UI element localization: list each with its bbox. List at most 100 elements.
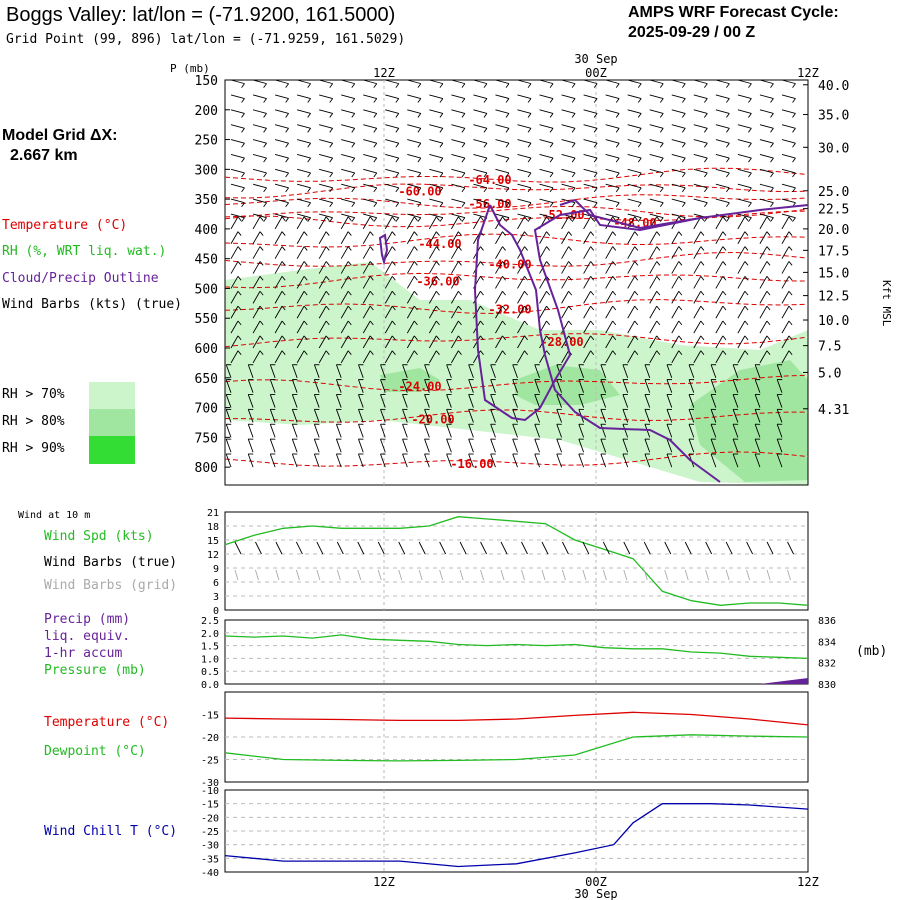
xs-wind-barb <box>627 261 636 274</box>
xs-wind-barb-flag <box>770 83 774 88</box>
xs-wind-barb <box>627 168 642 174</box>
xs-wind-barb-flag <box>369 305 374 311</box>
xs-wind-barb <box>274 231 283 245</box>
xs-wind-barb <box>759 231 768 245</box>
xs-wind-barb <box>341 198 355 204</box>
xs-wind-barb <box>732 438 739 453</box>
xs-wind-barb <box>385 79 399 85</box>
wind10m-grid-barb <box>684 569 689 581</box>
wind10m-true-barb <box>357 541 365 555</box>
xs-wind-barb <box>230 124 245 129</box>
xs-wind-barb-flag <box>483 128 488 133</box>
xs-wind-barb <box>490 409 496 423</box>
xs-wind-barb-flag <box>395 98 400 103</box>
xs-wind-barb <box>583 216 592 230</box>
xs-kft-tick: 17.5 <box>818 244 849 259</box>
xs-wind-barb <box>776 438 783 453</box>
xs-wind-barb <box>490 364 496 378</box>
wind10m-grid-barb <box>746 569 751 581</box>
xs-wind-barb <box>495 261 503 274</box>
xs-wind-barb <box>561 261 569 274</box>
xs-wind-barb <box>269 394 276 408</box>
xs-wind-barb <box>578 364 585 378</box>
xs-kft-tick: 30.0 <box>818 141 849 156</box>
xs-wind-barb <box>627 109 642 114</box>
xs-wind-barb <box>385 109 399 114</box>
cloud-outline-path <box>378 233 389 266</box>
xs-wind-barb-flag <box>351 157 356 163</box>
xs-wind-barb-flag <box>502 276 506 281</box>
xs-wind-barb-flag <box>480 246 484 251</box>
xs-wind-barb <box>715 154 730 159</box>
wind-panel-tick: 0 <box>213 606 219 617</box>
xs-wind-barb <box>274 139 289 144</box>
xs-wind-barb <box>781 290 790 304</box>
xs-wind-barb <box>737 154 752 159</box>
xs-wind-barb <box>230 320 239 334</box>
xs-wind-barb <box>561 246 569 259</box>
pressure-unit: (mb) <box>856 644 888 659</box>
xs-wind-barb-flag <box>524 290 528 296</box>
xs-wind-barb <box>759 246 768 259</box>
xs-kft-tick: 25.0 <box>818 185 849 200</box>
xs-wind-barb <box>252 261 261 274</box>
xs-wind-barb-flag <box>369 320 374 326</box>
xs-wind-barb <box>781 320 790 334</box>
xs-wind-barb-flag <box>546 305 551 311</box>
xs-wind-barb-flag <box>241 98 245 103</box>
xs-wind-barb-flag <box>458 320 462 326</box>
xs-wind-barb-flag <box>722 261 727 266</box>
xs-pressure-tick: 500 <box>195 282 218 297</box>
xs-wind-barb-flag <box>281 305 286 311</box>
xs-wind-barb <box>362 350 371 364</box>
wind10m-true-barb <box>316 541 324 555</box>
xs-wind-barb-flag <box>659 113 664 118</box>
precip-label: Precip (mm) <box>44 612 131 627</box>
xs-wind-barb-flag <box>461 217 466 222</box>
xs-wind-barb <box>715 109 730 114</box>
wind10m-true-barb <box>336 541 344 555</box>
xs-wind-barb <box>715 335 724 349</box>
isotherm-line <box>224 333 809 348</box>
xs-wind-barb-flag <box>395 217 400 222</box>
xs-wind-barb <box>649 183 664 189</box>
xs-wind-barb-flag <box>656 261 661 266</box>
xs-wind-barb <box>583 305 592 319</box>
xs-wind-barb <box>384 305 393 319</box>
rh70-swatch <box>89 382 135 409</box>
xs-wind-barb-flag <box>281 231 286 236</box>
xs-wind-barb <box>247 453 254 468</box>
xs-wind-barb <box>710 364 717 378</box>
xs-wind-barb <box>781 335 790 349</box>
xs-wind-barb <box>406 261 415 274</box>
cloud-outline-path-top <box>559 198 701 230</box>
xs-wind-barb-flag <box>285 142 289 148</box>
xs-wind-barb <box>313 409 320 423</box>
xs-wind-barb-flag <box>329 142 334 148</box>
precip-panel-tick: 1.5 <box>201 642 219 653</box>
xs-wind-barb <box>424 364 430 378</box>
wind10m-true-barb <box>418 541 426 555</box>
xs-wind-barb-flag <box>704 128 708 133</box>
xs-wind-barb <box>737 335 746 349</box>
xs-wind-barb-flag <box>325 305 330 311</box>
xs-wind-barb-flag <box>391 261 396 266</box>
xs-wind-barb-flag <box>770 98 774 103</box>
xs-wind-barb-flag <box>788 246 793 251</box>
xs-wind-barb <box>649 305 658 319</box>
xs-wind-barb-flag <box>259 261 264 266</box>
xs-wind-barb <box>406 216 415 230</box>
xs-wind-barb <box>495 335 503 349</box>
xs-wind-barb-flag <box>593 187 598 193</box>
xs-wind-barb <box>605 246 614 259</box>
xs-wind-barb <box>759 79 774 85</box>
cloud-precip-outline <box>378 198 809 483</box>
xs-wind-barb-flag <box>634 231 639 236</box>
xs-wind-barb-flag <box>395 113 400 118</box>
xs-wind-barb <box>247 379 254 393</box>
xs-wind-barb-flag <box>615 113 620 118</box>
xs-wind-barb <box>406 350 415 364</box>
xs-top-tick-label: 12Z <box>797 66 819 80</box>
xs-wind-barb <box>407 109 421 114</box>
xs-wind-barb-flag <box>527 217 532 222</box>
